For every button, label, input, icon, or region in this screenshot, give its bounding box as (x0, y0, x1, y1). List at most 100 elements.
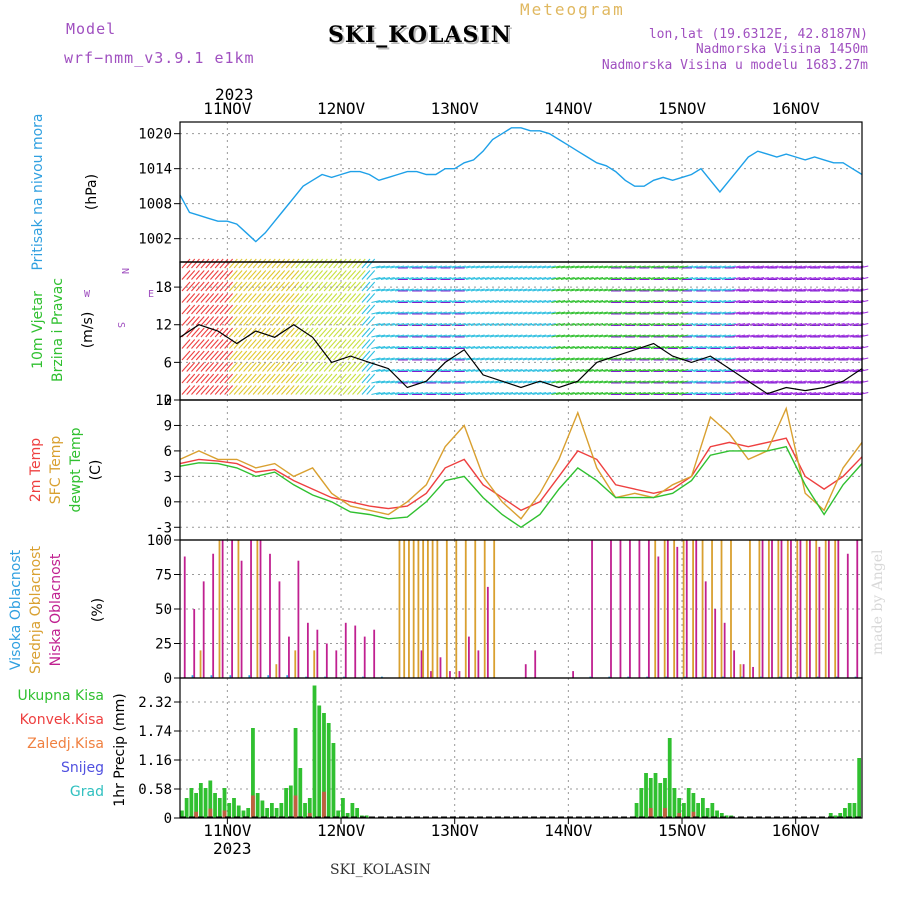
cloud-ylabel-high: Visoka Oblacnost (8, 549, 24, 670)
meteogram-subtitle: Meteogram (520, 0, 625, 19)
precip-legend-3: Snijeg (61, 760, 104, 776)
precip-bar (255, 793, 260, 818)
pressure-line (179, 127, 863, 243)
y-tick-label: 6 (164, 355, 172, 371)
temp-ylabel-sfc: SFC Temp (48, 436, 64, 505)
day-label-bottom: 15NOV (658, 821, 707, 840)
precip-bar (279, 803, 284, 818)
precip-bar (715, 810, 719, 818)
cloud-ylabel-low: Niska Oblacnost (48, 553, 64, 666)
precip-bar-convective (691, 811, 696, 818)
y-tick-label: -3 (155, 520, 172, 536)
precip-bar-convective (307, 813, 312, 818)
day-label-top: 13NOV (431, 99, 480, 118)
cloud-unit: (%) (90, 598, 106, 622)
temp-series-2 (179, 445, 863, 529)
precip-bar (246, 808, 251, 818)
year-bottom: 2023 (213, 839, 252, 858)
precip-bar (208, 780, 213, 818)
temp-ylabel-dew: dewpt Temp (68, 427, 84, 512)
precip-bar (203, 788, 208, 818)
wind-ylabel: 10m Vjetar (30, 291, 46, 369)
day-label-top: 14NOV (544, 99, 593, 118)
precip-bar (269, 803, 274, 818)
precip-bar (838, 813, 843, 818)
footer-station: SKI_KOLASIN (330, 862, 431, 878)
precip-bar (700, 798, 705, 818)
precip-bar (293, 728, 298, 818)
year-top: 2023 (215, 85, 254, 104)
y-tick-label: 1.16 (138, 753, 172, 769)
precip-bar (236, 805, 241, 818)
y-tick-label: 0 (164, 671, 172, 687)
y-tick-label: 75 (155, 568, 172, 584)
precip-bar (189, 788, 194, 818)
precip-bar (331, 743, 336, 818)
precip-bar (663, 778, 667, 818)
precip-bar (644, 773, 648, 818)
precip-bar-convective (677, 813, 682, 818)
precip-bar (341, 798, 345, 818)
precip-bar (691, 793, 696, 818)
precip-bar (355, 808, 360, 818)
precip-bar (364, 815, 369, 818)
precip-bar (198, 783, 203, 818)
precip-bar (833, 815, 838, 818)
precip-bar (303, 803, 307, 818)
cloud-ylabel-mid: Srednja Oblacnost (28, 546, 44, 674)
compass-n: N (119, 268, 130, 274)
y-tick-label: 1020 (138, 127, 172, 143)
y-tick-label: 6 (164, 444, 172, 460)
precip-bar (686, 788, 691, 818)
precip-bar (180, 810, 184, 818)
day-label-bottom: 14NOV (544, 821, 593, 840)
precip-bar (317, 705, 322, 818)
model-altitude-label: Nadmorska Visina u modelu 1683.27m (601, 58, 868, 73)
precip-bar (227, 803, 232, 818)
precip-bar (639, 788, 644, 818)
y-tick-label: 12 (155, 318, 172, 334)
altitude-label: Nadmorska Visina 1450m (695, 42, 868, 57)
y-tick-label: 1.74 (138, 724, 172, 740)
precip-bar (696, 803, 701, 818)
y-tick-label: 18 (155, 280, 172, 296)
precip-bar (184, 798, 189, 818)
precip-bar (828, 813, 833, 818)
compass-s: S (115, 322, 126, 328)
precip-unit: 1hr Precip (mm) (112, 693, 128, 806)
precip-bar-convective (663, 808, 667, 818)
wind-barbs (181, 258, 869, 396)
precip-bar (298, 768, 303, 818)
temp-series-1 (179, 406, 863, 520)
day-label-bottom: 16NOV (772, 821, 821, 840)
day-label-bottom: 12NOV (317, 821, 366, 840)
precip-bar (719, 813, 724, 818)
y-tick-label: 2.32 (138, 695, 172, 711)
wind-speed-line (179, 323, 863, 395)
precip-bar-convective (293, 795, 298, 818)
model-value: wrf−nmm_v3.9.1 e1km (64, 49, 255, 67)
pressure-unit: (hPa) (84, 174, 100, 210)
y-tick-label: 12 (155, 393, 172, 409)
precip-bar (260, 800, 265, 818)
y-tick-label: 1002 (138, 232, 172, 248)
day-label-top: 16NOV (772, 99, 821, 118)
precip-bar (653, 773, 658, 818)
precip-bar (705, 808, 710, 818)
precip-bar (265, 808, 270, 818)
precip-bar (847, 803, 852, 818)
y-tick-label: 25 (155, 637, 172, 653)
station-title: SKI_KOLASIN (328, 22, 512, 48)
precip-bar (682, 803, 686, 818)
precip-bar (326, 723, 331, 818)
precip-bar (213, 793, 217, 818)
day-label-bottom: 11NOV (203, 821, 252, 840)
precip-bar (222, 788, 227, 818)
precip-bar (667, 738, 672, 818)
y-tick-label: 0.58 (138, 782, 172, 798)
precip-legend-2: Zaledj.Kisa (27, 736, 104, 752)
precip-bar (284, 788, 288, 818)
precip-bar (852, 803, 857, 818)
temp-ylabel-2m: 2m Temp (28, 438, 44, 502)
precip-bar (241, 810, 246, 818)
